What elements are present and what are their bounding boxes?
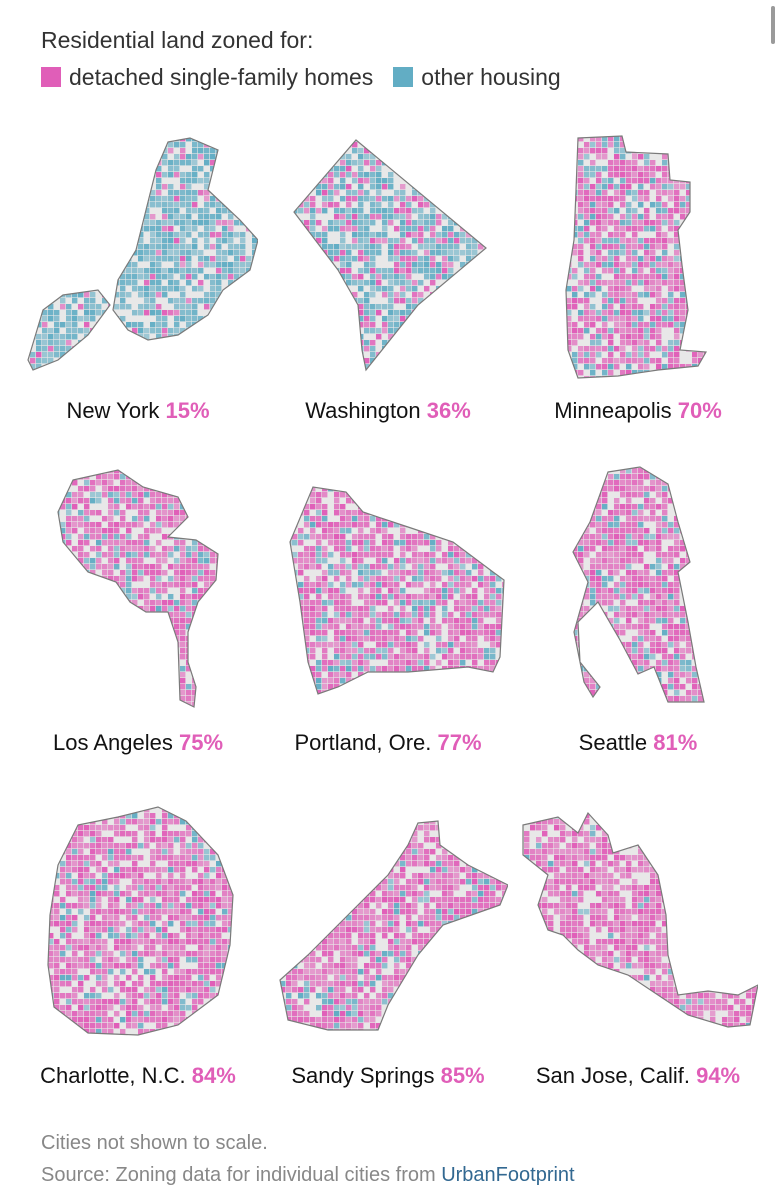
city-boundary [57, 469, 219, 708]
city-caption: Minneapolis 70% [518, 398, 758, 424]
city-boundary [289, 486, 505, 695]
city-percentage: 70% [677, 398, 722, 423]
city-name: Sandy Springs [291, 1063, 435, 1088]
city-percentage: 94% [696, 1063, 741, 1088]
city-caption: Washington 36% [268, 398, 508, 424]
city-percentage: 81% [653, 730, 698, 755]
city-percentage: 15% [165, 398, 210, 423]
legend-title: Residential land zoned for: [41, 27, 314, 53]
city-boundary [27, 137, 258, 371]
portland-map [289, 486, 505, 695]
charlotte-map [47, 806, 234, 1036]
legend: detached single-family homes other housi… [41, 62, 581, 92]
city-percentage: 84% [191, 1063, 236, 1088]
other-housing-swatch [393, 67, 414, 87]
city-caption: Sandy Springs 85% [268, 1063, 508, 1089]
city-boundary [47, 806, 234, 1036]
source-note: Source: Zoning data for individual citie… [41, 1164, 575, 1187]
city-name: Portland, Ore. [294, 730, 432, 755]
san-jose-map [522, 811, 758, 1028]
washington-map [293, 139, 487, 372]
legend-item-single-family: detached single-family homes [41, 64, 373, 91]
city-name: Washington [305, 398, 421, 423]
city-caption: Charlotte, N.C. 84% [18, 1063, 258, 1089]
los-angeles-map [57, 469, 219, 708]
scale-note: Cities not shown to scale. [41, 1132, 268, 1154]
city-caption: Seattle 81% [518, 730, 758, 756]
city-boundary [572, 466, 705, 703]
seattle-map [572, 466, 705, 703]
city-name: Minneapolis [554, 398, 672, 423]
city-name: Seattle [578, 730, 648, 755]
city-caption: Los Angeles 75% [18, 730, 258, 756]
city-name: Charlotte, N.C. [40, 1063, 186, 1088]
legend-label-single-family: detached single-family homes [69, 63, 374, 90]
legend-label-other-housing: other housing [421, 63, 561, 90]
city-caption: San Jose, Calif. 94% [518, 1063, 758, 1089]
single-family-swatch [41, 67, 61, 87]
source-link[interactable]: UrbanFootprint [441, 1164, 575, 1186]
scrollbar[interactable] [770, 0, 778, 1200]
city-boundary [565, 135, 707, 379]
city-percentage: 85% [440, 1063, 485, 1088]
city-percentage: 75% [178, 730, 224, 755]
city-boundary [293, 139, 487, 372]
city-name: San Jose, Calif. [535, 1063, 690, 1088]
city-percentage: 77% [437, 730, 482, 755]
city-caption: New York 15% [18, 398, 258, 424]
city-caption: Portland, Ore. 77% [268, 730, 508, 756]
minneapolis-map [565, 135, 707, 379]
sandy-springs-map [279, 820, 508, 1031]
scrollbar-thumb[interactable] [771, 6, 775, 44]
city-boundary [279, 820, 508, 1031]
city-name: New York [66, 398, 160, 423]
legend-item-other-housing: other housing [393, 63, 561, 91]
source-prefix: Source: Zoning data for individual citie… [41, 1164, 442, 1186]
new-york-map [27, 137, 258, 371]
city-name: Los Angeles [52, 730, 173, 755]
city-boundary [522, 811, 758, 1028]
city-percentage: 36% [426, 398, 471, 423]
